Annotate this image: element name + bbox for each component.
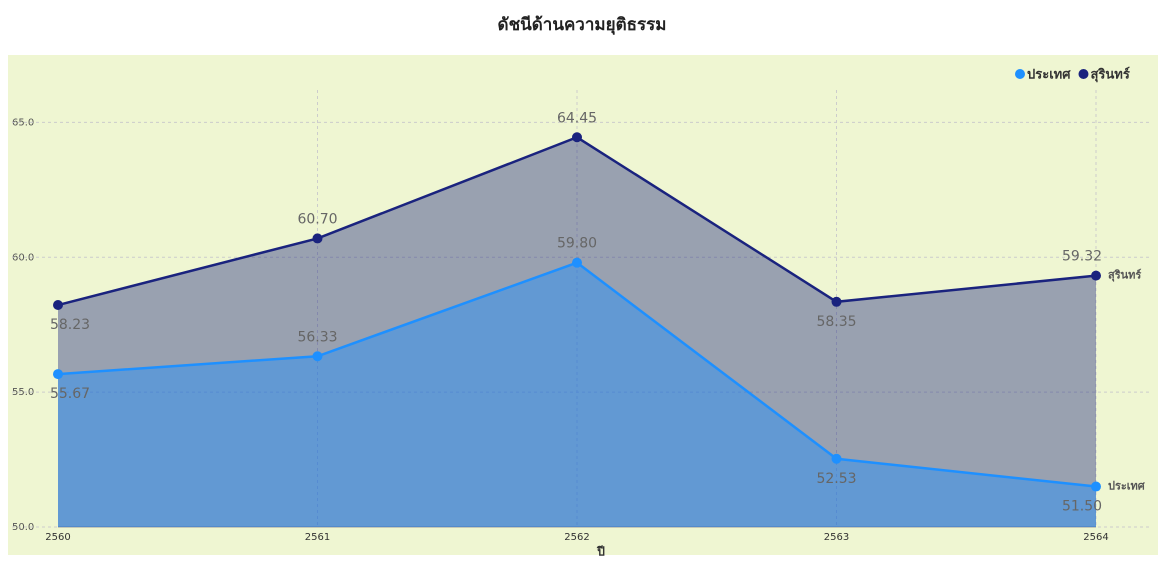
legend-label: สุรินทร์ <box>1090 67 1129 83</box>
x-tick-label: 2561 <box>305 532 330 543</box>
point <box>312 351 323 362</box>
data-label: 58.35 <box>816 314 856 330</box>
x-tick-label: 2560 <box>45 532 70 543</box>
y-tick-label: 65.0 <box>12 117 34 128</box>
data-label: 59.32 <box>1062 249 1102 265</box>
y-tick-label: 55.0 <box>12 387 34 398</box>
y-tick-label: 60.0 <box>12 252 34 263</box>
point <box>312 233 323 244</box>
point <box>53 369 63 380</box>
data-label: 56.33 <box>297 329 337 345</box>
point <box>1091 270 1101 281</box>
data-label: 52.53 <box>816 471 856 487</box>
series-end-label: ประเทศ <box>1108 480 1146 493</box>
data-label: 55.67 <box>50 386 90 402</box>
point <box>831 453 842 464</box>
x-tick-label: 2564 <box>1083 532 1108 543</box>
series-end-label: สุรินทร์ <box>1108 269 1141 283</box>
data-label: 59.80 <box>557 236 597 252</box>
point <box>572 257 582 268</box>
legend-label: ประเทศ <box>1027 68 1071 83</box>
point <box>53 300 63 311</box>
data-label: 51.50 <box>1062 499 1102 515</box>
area <box>58 137 1096 527</box>
legend-marker <box>1078 69 1089 79</box>
chart-title: ดัชนีด้านความยุติธรรม <box>498 14 667 35</box>
data-label: 64.45 <box>557 110 597 126</box>
point <box>1091 481 1101 492</box>
data-label: 60.70 <box>297 211 337 227</box>
y-tick-label: 50.0 <box>12 522 34 533</box>
x-tick-label: 2562 <box>564 532 589 543</box>
legend-marker <box>1015 69 1025 79</box>
point <box>572 132 582 143</box>
x-axis-label: ปี <box>597 545 606 559</box>
point <box>831 296 842 307</box>
x-tick-label: 2563 <box>824 532 849 543</box>
data-label: 58.23 <box>50 317 90 333</box>
